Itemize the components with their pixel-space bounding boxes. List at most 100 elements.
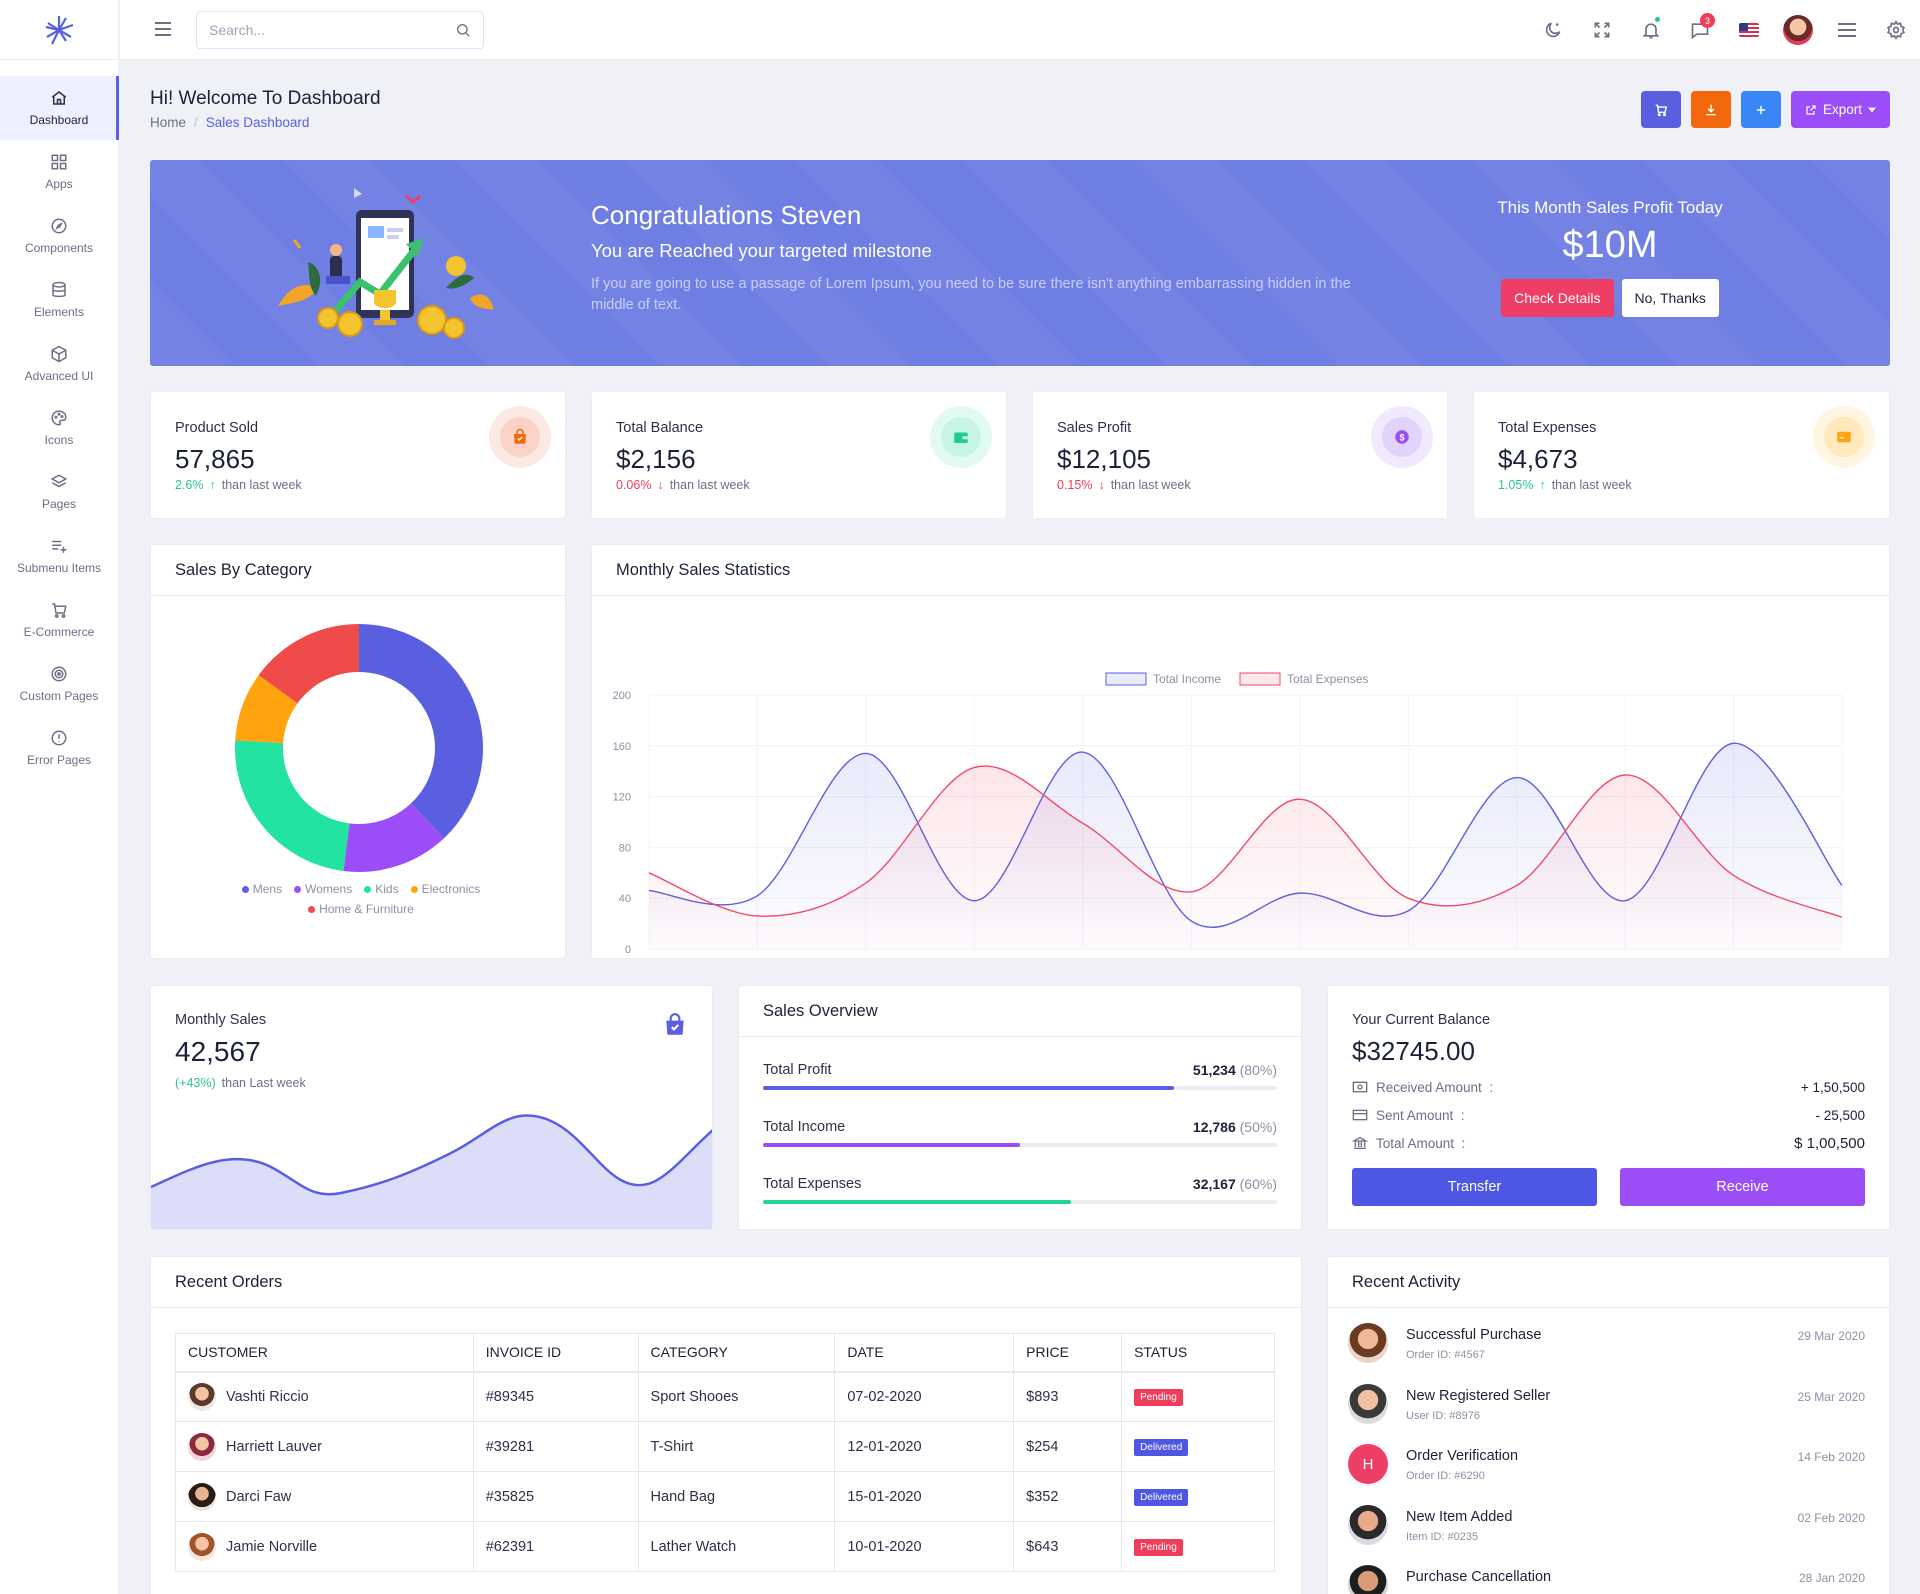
legend-dot: [294, 885, 302, 893]
activity-item[interactable]: H Order Verification Order ID: #6290 14 …: [1348, 1444, 1865, 1494]
legend-label: Mens: [252, 882, 283, 896]
series-line[interactable]: [648, 765, 1843, 918]
legend-item[interactable]: Kids: [364, 882, 399, 896]
donut-slice[interactable]: [359, 624, 483, 839]
database-icon: [52, 281, 66, 298]
legend-swatch[interactable]: [1239, 672, 1281, 686]
dark-mode-icon[interactable]: [1528, 0, 1577, 60]
column-header[interactable]: INVOICE ID: [472, 1333, 639, 1373]
layers-icon: [50, 474, 68, 488]
donut-slice[interactable]: [258, 624, 359, 704]
avatar: [188, 1532, 216, 1561]
breadcrumb-home[interactable]: Home: [150, 115, 187, 130]
add-button[interactable]: [1740, 91, 1781, 128]
sidebar-item-components[interactable]: Components: [0, 204, 118, 268]
table-row[interactable]: Vashti Riccio #89345 Sport Shooes 07-02-…: [175, 1371, 1275, 1422]
column-header[interactable]: CATEGORY: [637, 1333, 836, 1373]
legend-label[interactable]: Total Income: [1153, 672, 1221, 686]
messages-icon[interactable]: 3: [1675, 0, 1724, 60]
price: $254: [1013, 1421, 1123, 1472]
download-button[interactable]: [1690, 91, 1731, 128]
sidebar-item-pages[interactable]: Pages: [0, 460, 118, 524]
legend-swatch[interactable]: [1105, 672, 1147, 686]
receive-button[interactable]: Receive: [1620, 1168, 1865, 1206]
activity-item[interactable]: Purchase Cancellation 28 Jan 2020: [1348, 1565, 1865, 1594]
compass-icon: [51, 218, 67, 234]
sidebar-item-elements[interactable]: Elements: [0, 268, 118, 332]
transfer-button[interactable]: Transfer: [1352, 1168, 1597, 1206]
banner-subtitle: You are Reached your targeted milestone: [591, 240, 932, 261]
check-details-button[interactable]: Check Details: [1501, 279, 1614, 317]
monthly-sales-trend: (+43%) than Last week: [175, 1076, 306, 1090]
sidebar-item-advanced-ui[interactable]: Advanced UI: [0, 332, 118, 396]
money-icon: [1352, 1081, 1368, 1093]
sidebar-item-apps[interactable]: Apps: [0, 140, 118, 204]
activity-item[interactable]: New Registered Seller User ID: #8976 25 …: [1348, 1384, 1865, 1434]
no-thanks-button[interactable]: No, Thanks: [1621, 279, 1719, 317]
invoice-id: #35825: [472, 1471, 639, 1522]
brand-logo[interactable]: [0, 0, 118, 60]
banner-text: If you are going to use a passage of Lor…: [591, 276, 1351, 313]
column-header[interactable]: CUSTOMER: [175, 1333, 474, 1373]
sidebar-item-icons[interactable]: Icons: [0, 396, 118, 460]
menu-toggle-icon[interactable]: [154, 21, 172, 40]
monthly-sales-card: Monthly Sales 42,567 (+43%) than Last we…: [150, 985, 713, 1230]
arrow-down-icon: ↓: [657, 478, 664, 492]
activity-item[interactable]: Successful Purchase Order ID: #4567 29 M…: [1348, 1323, 1865, 1373]
sidebar-item-custom-pages[interactable]: Custom Pages: [0, 652, 118, 716]
table-row[interactable]: Darci Faw #35825 Hand Bag 15-01-2020 $35…: [175, 1471, 1275, 1522]
language-flag-icon[interactable]: [1724, 0, 1773, 60]
table-row[interactable]: Harriett Lauver #39281 T-Shirt 12-01-202…: [175, 1421, 1275, 1472]
credit-card-icon: [1352, 1109, 1368, 1121]
overview-value: 12,786: [1192, 1119, 1236, 1135]
column-header[interactable]: PRICE: [1013, 1333, 1123, 1373]
avatar-initial: H: [1348, 1444, 1388, 1484]
sidebar-item-dashboard[interactable]: Dashboard: [0, 76, 119, 140]
settings-gear-icon[interactable]: [1871, 0, 1920, 60]
stat-value: $12,105: [1057, 444, 1151, 474]
stat-card-total-balance: Total Balance $2,156 0.06% ↓ than last w…: [591, 391, 1007, 519]
donut-slice[interactable]: [235, 740, 350, 872]
breadcrumb-current: Sales Dashboard: [205, 115, 310, 130]
monthly-sales-value: 42,567: [175, 1036, 261, 1067]
donut-slice[interactable]: [343, 803, 444, 872]
cart-button[interactable]: [1640, 91, 1681, 128]
avatar: [1348, 1505, 1388, 1545]
cart-icon: [52, 603, 67, 618]
legend-label[interactable]: Total Expenses: [1287, 672, 1368, 686]
export-button[interactable]: Export: [1790, 91, 1890, 128]
notifications-bell-icon[interactable]: [1626, 0, 1675, 60]
legend-item[interactable]: Home & Furniture: [308, 902, 414, 916]
home-icon: [51, 91, 67, 105]
menu-lines-icon[interactable]: [1822, 0, 1871, 60]
column-header[interactable]: DATE: [834, 1333, 1015, 1373]
sidebar-item-error-pages[interactable]: Error Pages: [0, 716, 118, 780]
stat-trend: 0.15% ↓ than last week: [1057, 478, 1191, 492]
y-tick-label: 80: [619, 842, 631, 854]
table-row[interactable]: Jamie Norville #62391 Lather Watch 10-01…: [175, 1521, 1275, 1572]
balance-value: $32745.00: [1352, 1036, 1475, 1066]
page-actions: Export: [1640, 91, 1890, 128]
user-avatar[interactable]: [1773, 0, 1822, 60]
legend-item[interactable]: Mens: [241, 882, 283, 896]
shopping-bag-icon: [489, 406, 551, 468]
column-header[interactable]: STATUS: [1121, 1333, 1275, 1373]
sidebar-item-submenu[interactable]: Submenu Items: [0, 524, 118, 588]
sidebar: Dashboard Apps Components Elements Advan…: [0, 0, 119, 1594]
stat-change: 0.06%: [616, 478, 652, 492]
activity-subtitle: Order ID: #6290: [1406, 1470, 1485, 1482]
balance-row-received: Received Amount : + 1,50,500: [1352, 1076, 1865, 1098]
stat-note: than last week: [1551, 478, 1632, 492]
legend-dot: [241, 885, 249, 893]
donut-slice[interactable]: [235, 675, 298, 744]
legend-item[interactable]: Electronics: [410, 882, 480, 896]
balance-row-amount: - 25,500: [1815, 1107, 1865, 1123]
customer-name: Vashti Riccio: [226, 1388, 309, 1405]
sidebar-item-ecommerce[interactable]: E-Commerce: [0, 588, 118, 652]
price: $893: [1013, 1371, 1123, 1422]
search-icon[interactable]: [455, 22, 471, 38]
search-input[interactable]: [209, 22, 439, 38]
fullscreen-icon[interactable]: [1577, 0, 1626, 60]
legend-item[interactable]: Womens: [294, 882, 352, 896]
activity-item[interactable]: New Item Added Item ID: #0235 02 Feb 202…: [1348, 1505, 1865, 1555]
